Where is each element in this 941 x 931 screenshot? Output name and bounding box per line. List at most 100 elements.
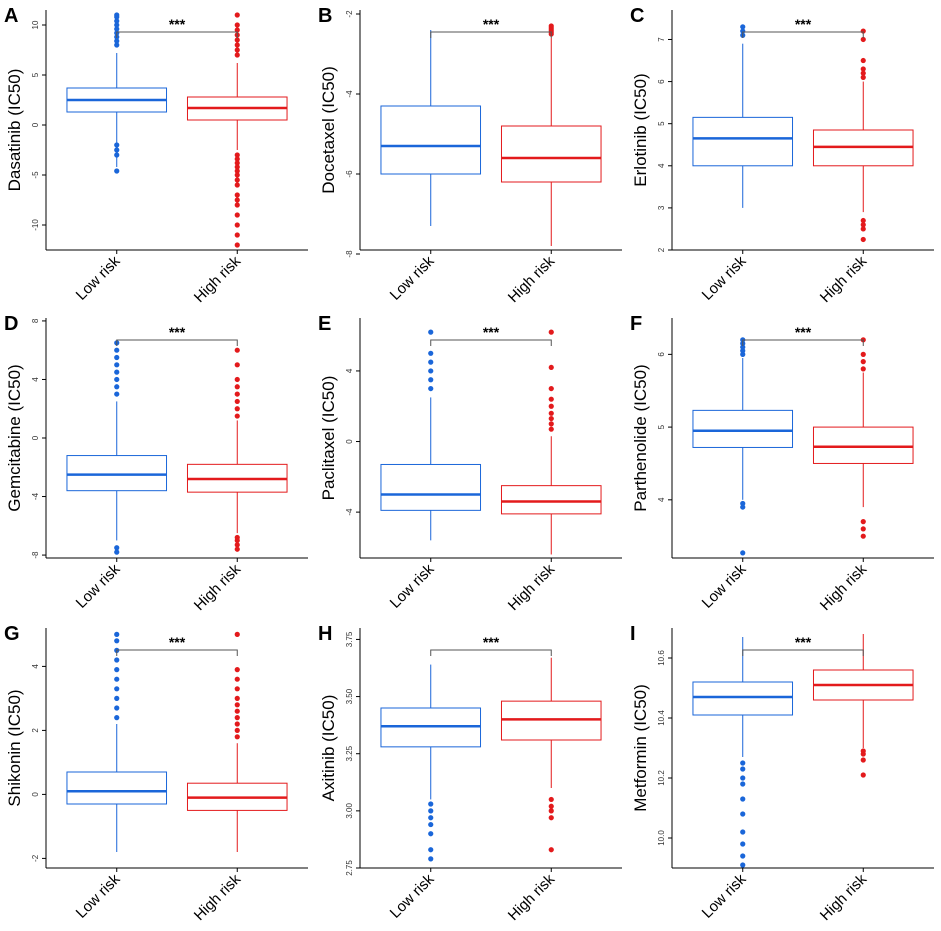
- outlier-point: [114, 391, 120, 397]
- outlier-point: [234, 546, 240, 552]
- box-high-risk: [186, 12, 288, 248]
- y-axis-label: Parthenolide (IC50): [631, 364, 650, 511]
- significance-label: ***: [483, 634, 500, 650]
- outlier-point: [234, 384, 240, 390]
- outlier-point: [740, 811, 746, 817]
- outlier-point: [548, 415, 554, 422]
- x-tick-label: Low risk: [387, 560, 438, 611]
- y-tick-label: 4: [31, 664, 40, 669]
- outlier-point: [234, 168, 240, 174]
- x-tick-label: High risk: [191, 560, 245, 614]
- y-axis-label: Paclitaxel (IC50): [319, 376, 338, 501]
- y-tick-label: -4: [345, 90, 354, 98]
- outlier-point: [548, 364, 554, 371]
- x-tick-label: High risk: [505, 560, 559, 614]
- significance-bracket: [742, 31, 864, 38]
- outlier-point: [860, 366, 866, 372]
- significance-label: ***: [169, 634, 186, 650]
- iqr-box: [812, 426, 914, 464]
- x-tick-label: High risk: [817, 252, 871, 306]
- outlier-point: [860, 70, 866, 76]
- outlier-point: [740, 504, 746, 510]
- outlier-point: [740, 348, 746, 354]
- outlier-point: [114, 147, 120, 153]
- outlier-point: [548, 403, 554, 409]
- outlier-point: [234, 197, 240, 203]
- outlier-point: [234, 413, 240, 419]
- outlier-point: [234, 242, 240, 248]
- y-tick-label: 5: [31, 72, 40, 77]
- x-tick-label: Low risk: [699, 870, 750, 921]
- significance-bracket: [742, 339, 864, 346]
- significance-bracket: [430, 649, 552, 656]
- outlier-point: [234, 160, 240, 166]
- outlier-point: [740, 500, 746, 507]
- box-high-risk: [812, 634, 914, 778]
- x-tick-label: Low risk: [699, 560, 750, 611]
- panel-letter: F: [630, 313, 642, 335]
- panel-letter: I: [630, 623, 636, 645]
- y-tick-label: 0: [345, 439, 354, 444]
- outlier-point: [860, 236, 866, 243]
- outlier-point: [114, 545, 120, 551]
- outlier-point: [234, 715, 240, 721]
- outlier-point: [234, 542, 240, 548]
- panel-g: G 4 2 0 -2 Shikonin (IC50) Low risk High risk **…: [4, 623, 308, 924]
- y-tick-label: 7: [657, 37, 666, 42]
- y-axis-label: Docetaxel (IC50): [319, 66, 338, 194]
- outlier-point: [548, 847, 554, 853]
- iqr-box: [500, 125, 602, 183]
- panel-b: B -2 -4 -6 -8 Docetaxel (IC50) Low risk High ri…: [318, 5, 622, 306]
- y-tick-label: -6: [345, 170, 354, 178]
- y-axis-label: Gemcitabine (IC50): [5, 364, 24, 511]
- significance-bracket: [116, 339, 238, 346]
- significance-label: ***: [169, 324, 186, 340]
- y-tick-label: 2.75: [345, 860, 354, 876]
- outlier-point: [114, 18, 120, 24]
- outlier-point: [860, 772, 866, 778]
- y-tick-label: 6: [657, 352, 666, 357]
- panel-e: E 4 0 -4 Paclitaxel (IC50) Low risk High risk *…: [318, 313, 622, 614]
- y-tick-label: 8: [31, 318, 40, 323]
- box-low-risk: [692, 637, 794, 868]
- significance-bracket: [430, 31, 552, 38]
- y-tick-label: -4: [31, 492, 40, 500]
- outlier-point: [234, 37, 240, 43]
- x-tick-label: High risk: [505, 252, 559, 306]
- iqr-box: [66, 771, 168, 805]
- outlier-point: [234, 52, 240, 58]
- outlier-point: [860, 533, 866, 539]
- x-tick-label: Low risk: [387, 252, 438, 303]
- outlier-point: [428, 821, 434, 828]
- y-tick-label: -8: [31, 551, 40, 559]
- y-tick-label: 0: [31, 122, 40, 127]
- outlier-point: [860, 359, 866, 365]
- y-tick-label: 3.50: [345, 688, 354, 704]
- outlier-point: [860, 757, 866, 763]
- outlier-point: [740, 351, 746, 357]
- y-tick-label: 2: [31, 728, 40, 733]
- y-tick-label: 3.00: [345, 803, 354, 819]
- x-tick-label: Low risk: [699, 252, 750, 303]
- x-tick-label: High risk: [817, 560, 871, 614]
- y-tick-label: 4: [31, 377, 40, 382]
- y-axis-label: Erlotinib (IC50): [631, 73, 650, 186]
- y-tick-label: -2: [31, 854, 40, 862]
- outlier-point: [860, 222, 866, 228]
- outlier-point: [234, 182, 240, 188]
- outlier-point: [548, 815, 554, 821]
- box-high-risk: [500, 329, 602, 555]
- outlier-point: [740, 862, 746, 868]
- outlier-point: [114, 168, 120, 174]
- y-tick-label: 3.25: [345, 745, 354, 761]
- y-tick-label: 0: [31, 435, 40, 440]
- outlier-point: [114, 695, 120, 702]
- outlier-point: [548, 329, 554, 335]
- outlier-point: [234, 686, 240, 692]
- outlier-point: [740, 781, 746, 787]
- y-tick-label: 3.75: [345, 631, 354, 647]
- significance-label: ***: [169, 16, 186, 32]
- significance-bracket: [116, 649, 238, 656]
- iqr-box: [380, 105, 482, 175]
- box-low-risk: [66, 631, 168, 852]
